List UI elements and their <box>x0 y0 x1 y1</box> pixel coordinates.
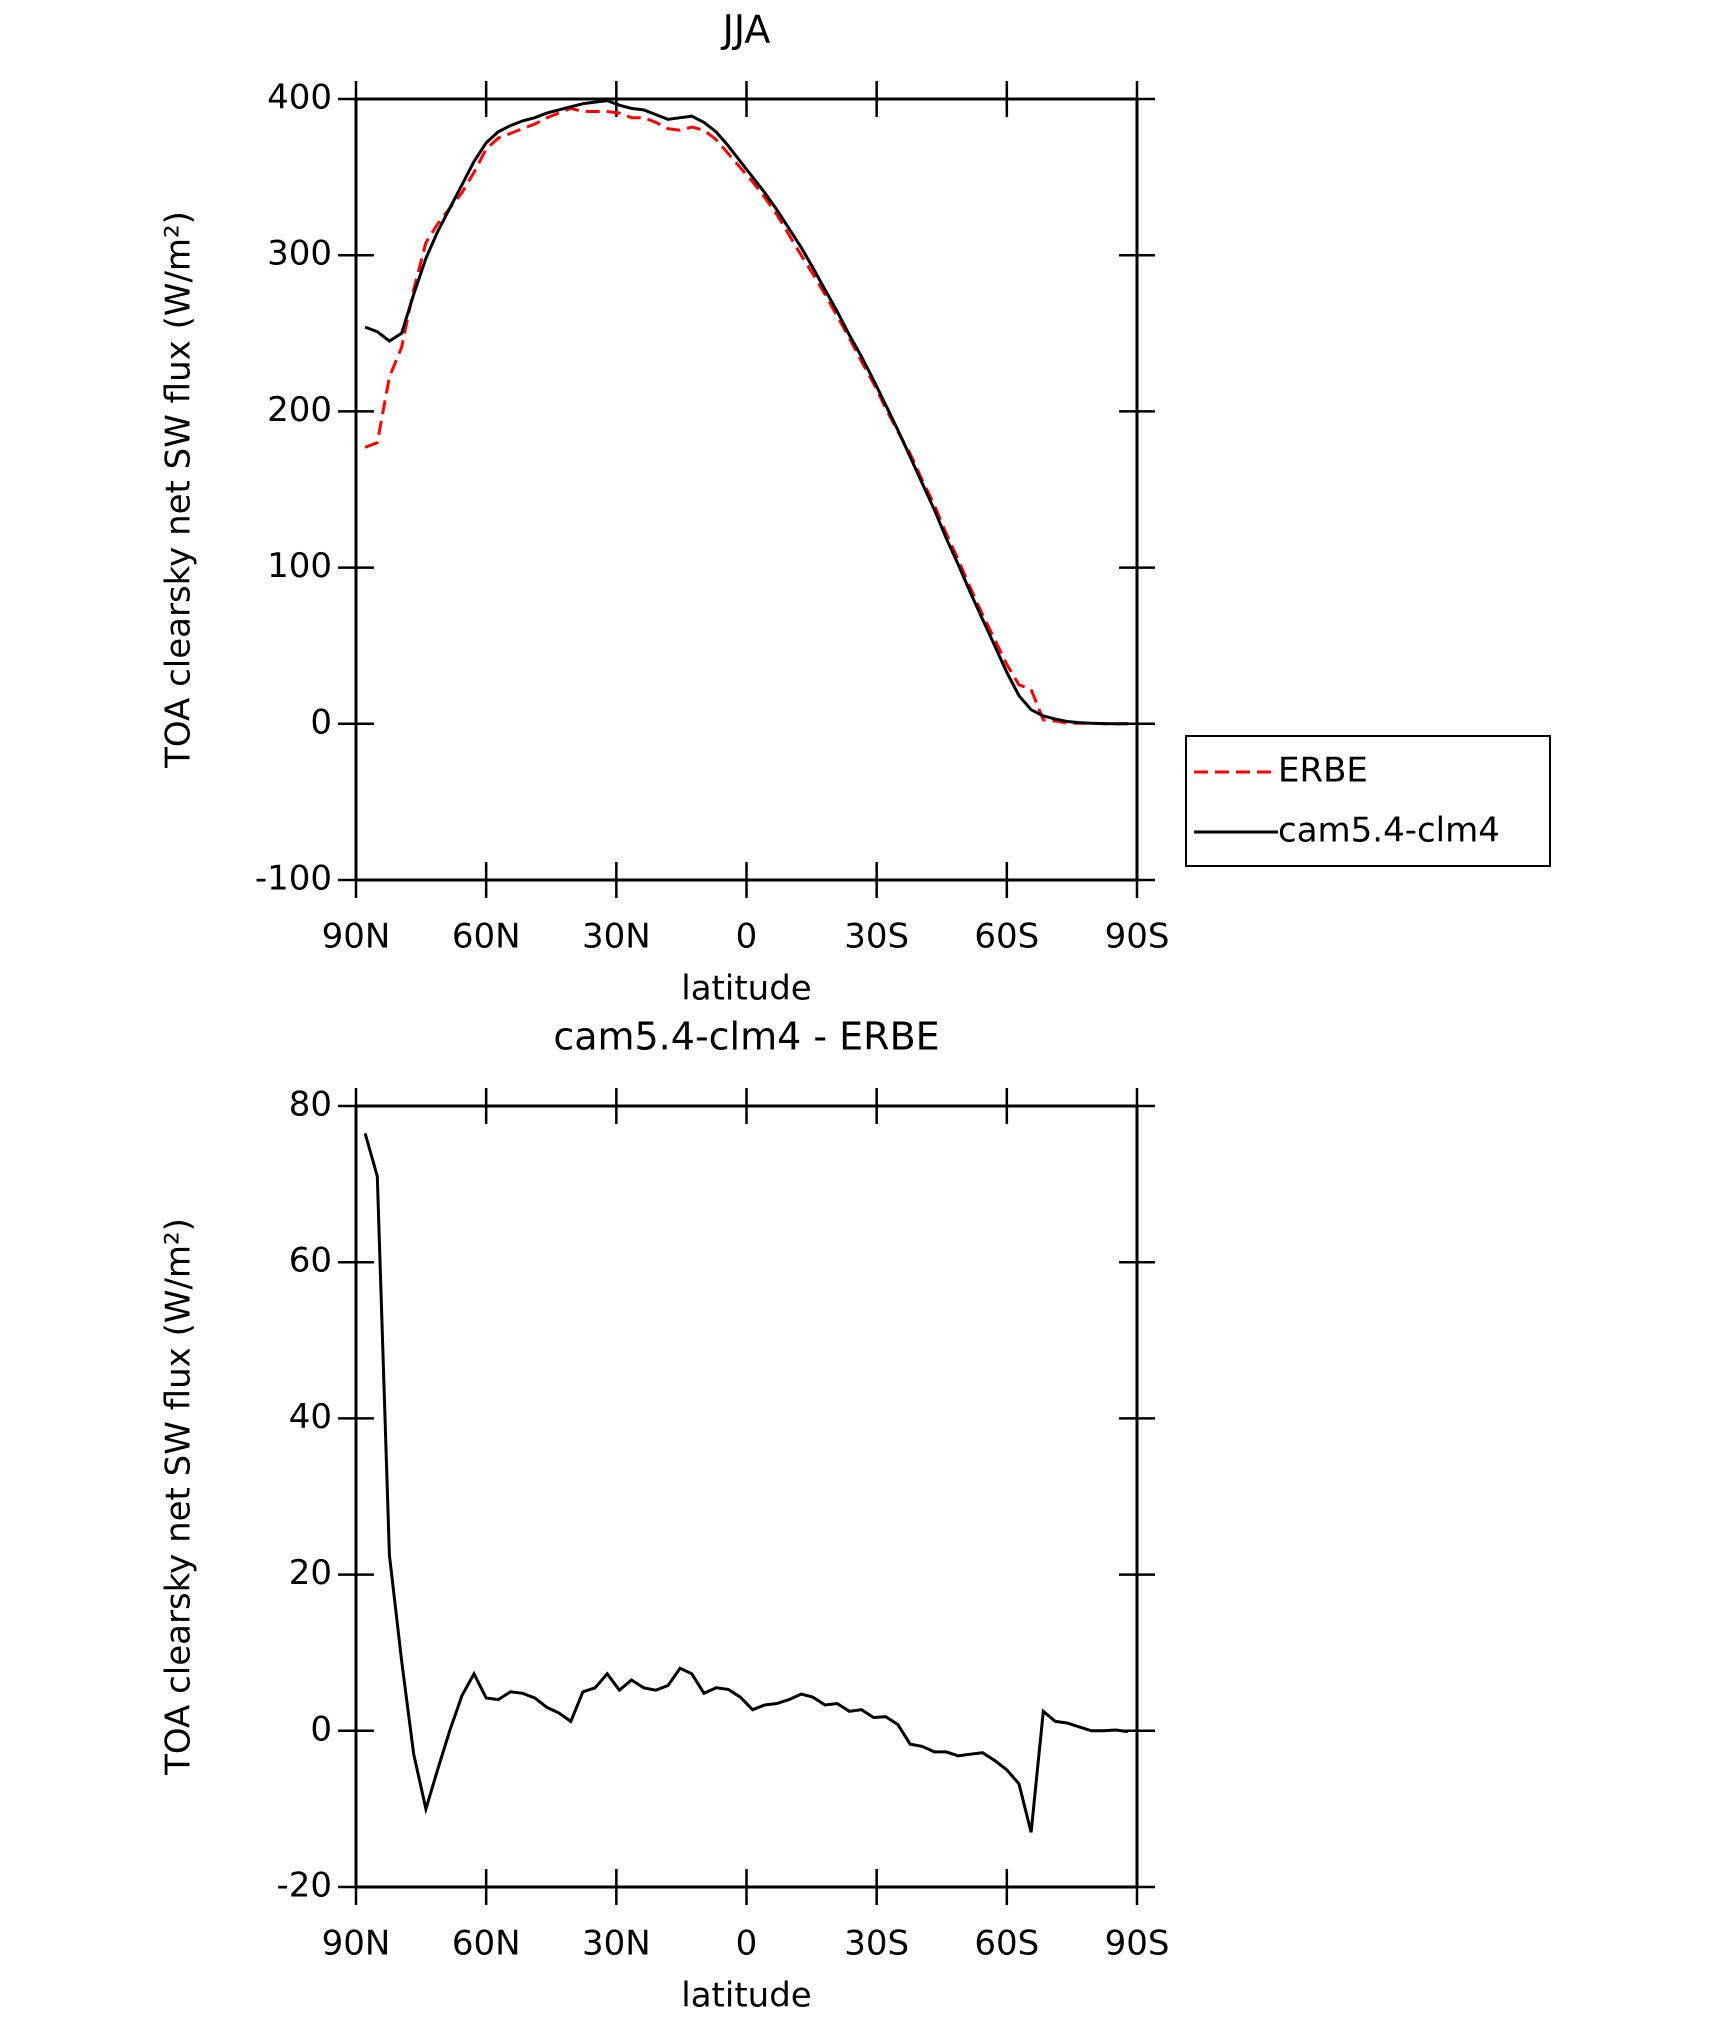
legend-label: cam5.4-clm4 <box>1278 811 1500 851</box>
x-axis-label: latitude <box>681 969 811 1009</box>
data-line <box>364 99 1128 726</box>
y-tick-label: 100 <box>267 546 332 586</box>
x-tick-label: 60N <box>452 1924 521 1964</box>
y-tick-label: 400 <box>267 78 332 118</box>
x-tick-label: 90S <box>1105 917 1170 957</box>
x-tick-label: 90N <box>322 1924 391 1964</box>
y-axis-label: TOA clearsky net SW flux (W/m²) <box>159 211 199 769</box>
legend-box <box>1185 735 1551 867</box>
plot-frame <box>354 1104 1139 1889</box>
chart-title: cam5.4-clm4 - ERBE <box>553 1015 939 1059</box>
data-line <box>363 1132 1129 1833</box>
x-tick-label: 30S <box>844 1924 909 1964</box>
x-tick-label: 90N <box>322 917 391 957</box>
x-tick-label: 60S <box>974 1924 1039 1964</box>
x-tick-label: 30N <box>582 1924 651 1964</box>
y-tick-label: 200 <box>267 390 332 430</box>
chart-title: JJA <box>721 8 771 52</box>
y-tick-label: 0 <box>310 1709 332 1749</box>
x-tick-label: 60S <box>974 917 1039 957</box>
y-tick-label: 20 <box>289 1553 332 1593</box>
y-axis-label: TOA clearsky net SW flux (W/m²) <box>159 1218 199 1776</box>
x-tick-label: 90S <box>1105 1924 1170 1964</box>
y-tick-label: 300 <box>267 234 332 274</box>
y-tick-label: 60 <box>289 1241 332 1281</box>
x-tick-label: 60N <box>452 917 521 957</box>
plot-frame <box>354 97 1139 882</box>
y-tick-label: 40 <box>289 1397 332 1437</box>
x-tick-label: 0 <box>736 917 758 957</box>
y-tick-label: -20 <box>276 1866 332 1906</box>
y-tick-label: 0 <box>310 702 332 742</box>
x-tick-label: 30N <box>582 917 651 957</box>
y-tick-label: -100 <box>255 859 332 899</box>
x-tick-label: 30S <box>844 917 909 957</box>
x-axis-label: latitude <box>681 1976 811 2016</box>
y-tick-label: 80 <box>289 1085 332 1125</box>
legend-label: ERBE <box>1278 751 1368 791</box>
x-tick-label: 0 <box>736 1924 758 1964</box>
data-line <box>364 106 1128 726</box>
